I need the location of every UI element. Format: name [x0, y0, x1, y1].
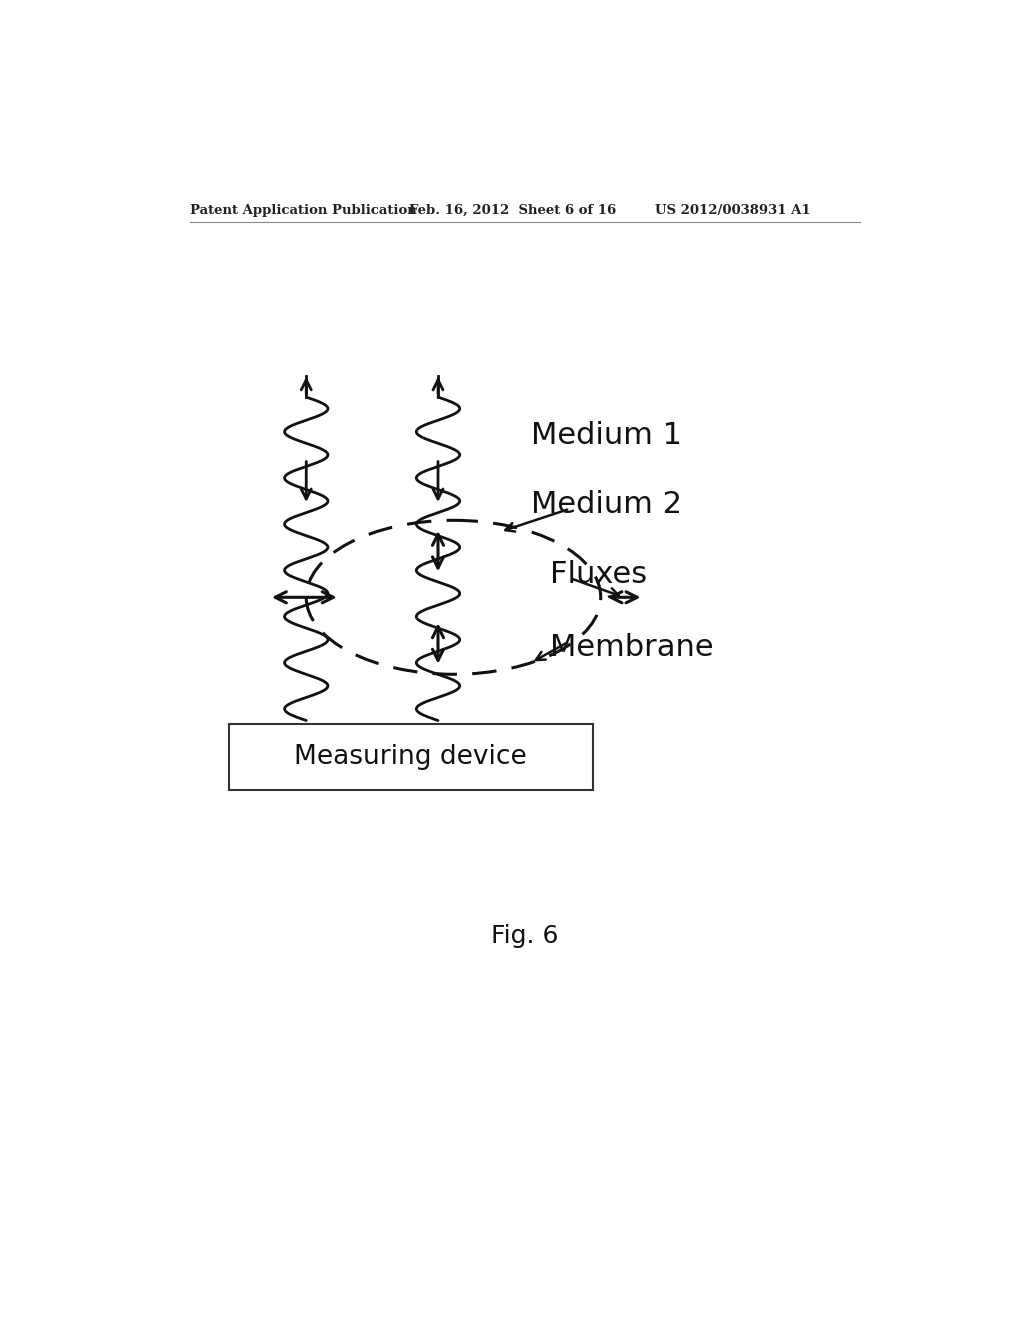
- Text: Medium 1: Medium 1: [531, 421, 682, 450]
- Text: Fig. 6: Fig. 6: [492, 924, 558, 948]
- Text: Patent Application Publication: Patent Application Publication: [190, 205, 417, 218]
- Text: Measuring device: Measuring device: [295, 744, 527, 770]
- Text: Feb. 16, 2012  Sheet 6 of 16: Feb. 16, 2012 Sheet 6 of 16: [409, 205, 615, 218]
- Bar: [228, 725, 593, 789]
- Text: Membrane: Membrane: [550, 632, 714, 661]
- Text: US 2012/0038931 A1: US 2012/0038931 A1: [655, 205, 811, 218]
- Text: Fluxes: Fluxes: [550, 560, 647, 589]
- Text: Medium 2: Medium 2: [531, 491, 682, 519]
